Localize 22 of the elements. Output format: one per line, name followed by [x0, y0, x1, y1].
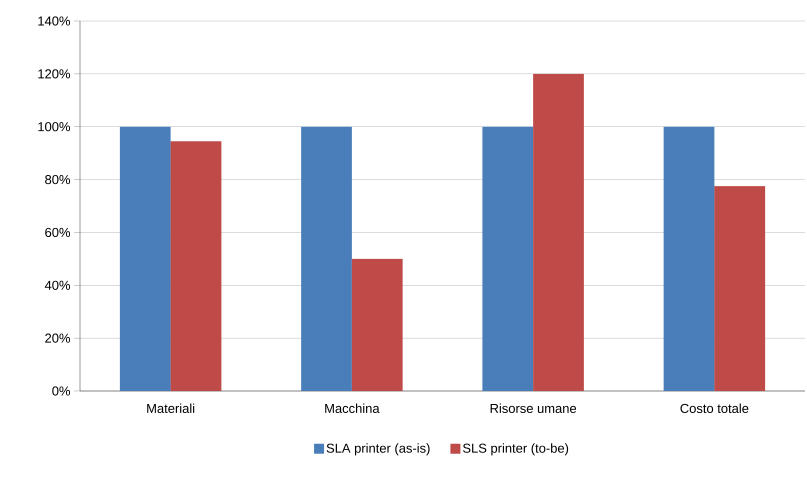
y-tick-label: 40% — [44, 280, 70, 290]
bar — [170, 141, 222, 391]
y-tick-label: 60% — [45, 228, 70, 238]
y-tick-label: 100% — [38, 122, 70, 132]
x-tick-label: Costo totale — [680, 404, 748, 414]
bar — [120, 126, 171, 391]
y-tick-label: 120% — [38, 69, 70, 78]
y-tick-label: 0% — [52, 386, 70, 396]
bar — [664, 126, 714, 391]
bar — [482, 126, 534, 391]
legend-label: SLS printer (to-be) — [463, 443, 568, 456]
y-tick-label: 80% — [45, 174, 70, 184]
legend-label: SLA printer (as-is) — [326, 443, 430, 456]
bar — [352, 258, 403, 391]
x-tick-label: Macchina — [325, 404, 380, 414]
bar — [301, 126, 352, 391]
bar — [533, 74, 584, 391]
y-tick-label: 140% — [38, 16, 70, 26]
y-tick-label: 20% — [45, 334, 70, 343]
bar — [714, 186, 766, 391]
x-tick-label: Materiali — [147, 404, 194, 414]
x-tick-label: Risorse umane — [490, 404, 576, 414]
